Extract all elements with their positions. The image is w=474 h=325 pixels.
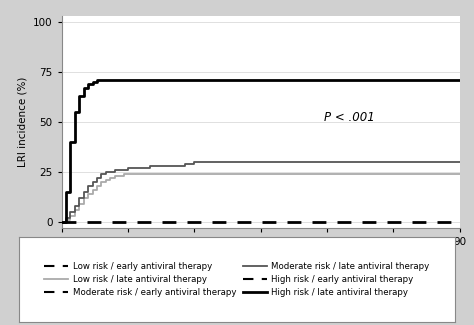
Legend: Low risk / early antiviral therapy, Low risk / late antiviral therapy, Moderate : Low risk / early antiviral therapy, Low … [40,258,434,301]
Y-axis label: LRI incidence (%): LRI incidence (%) [18,77,27,167]
X-axis label: Time from onset of symptoms to LRI: Time from onset of symptoms to LRI [166,252,356,262]
Text: P < .001: P < .001 [324,111,374,124]
